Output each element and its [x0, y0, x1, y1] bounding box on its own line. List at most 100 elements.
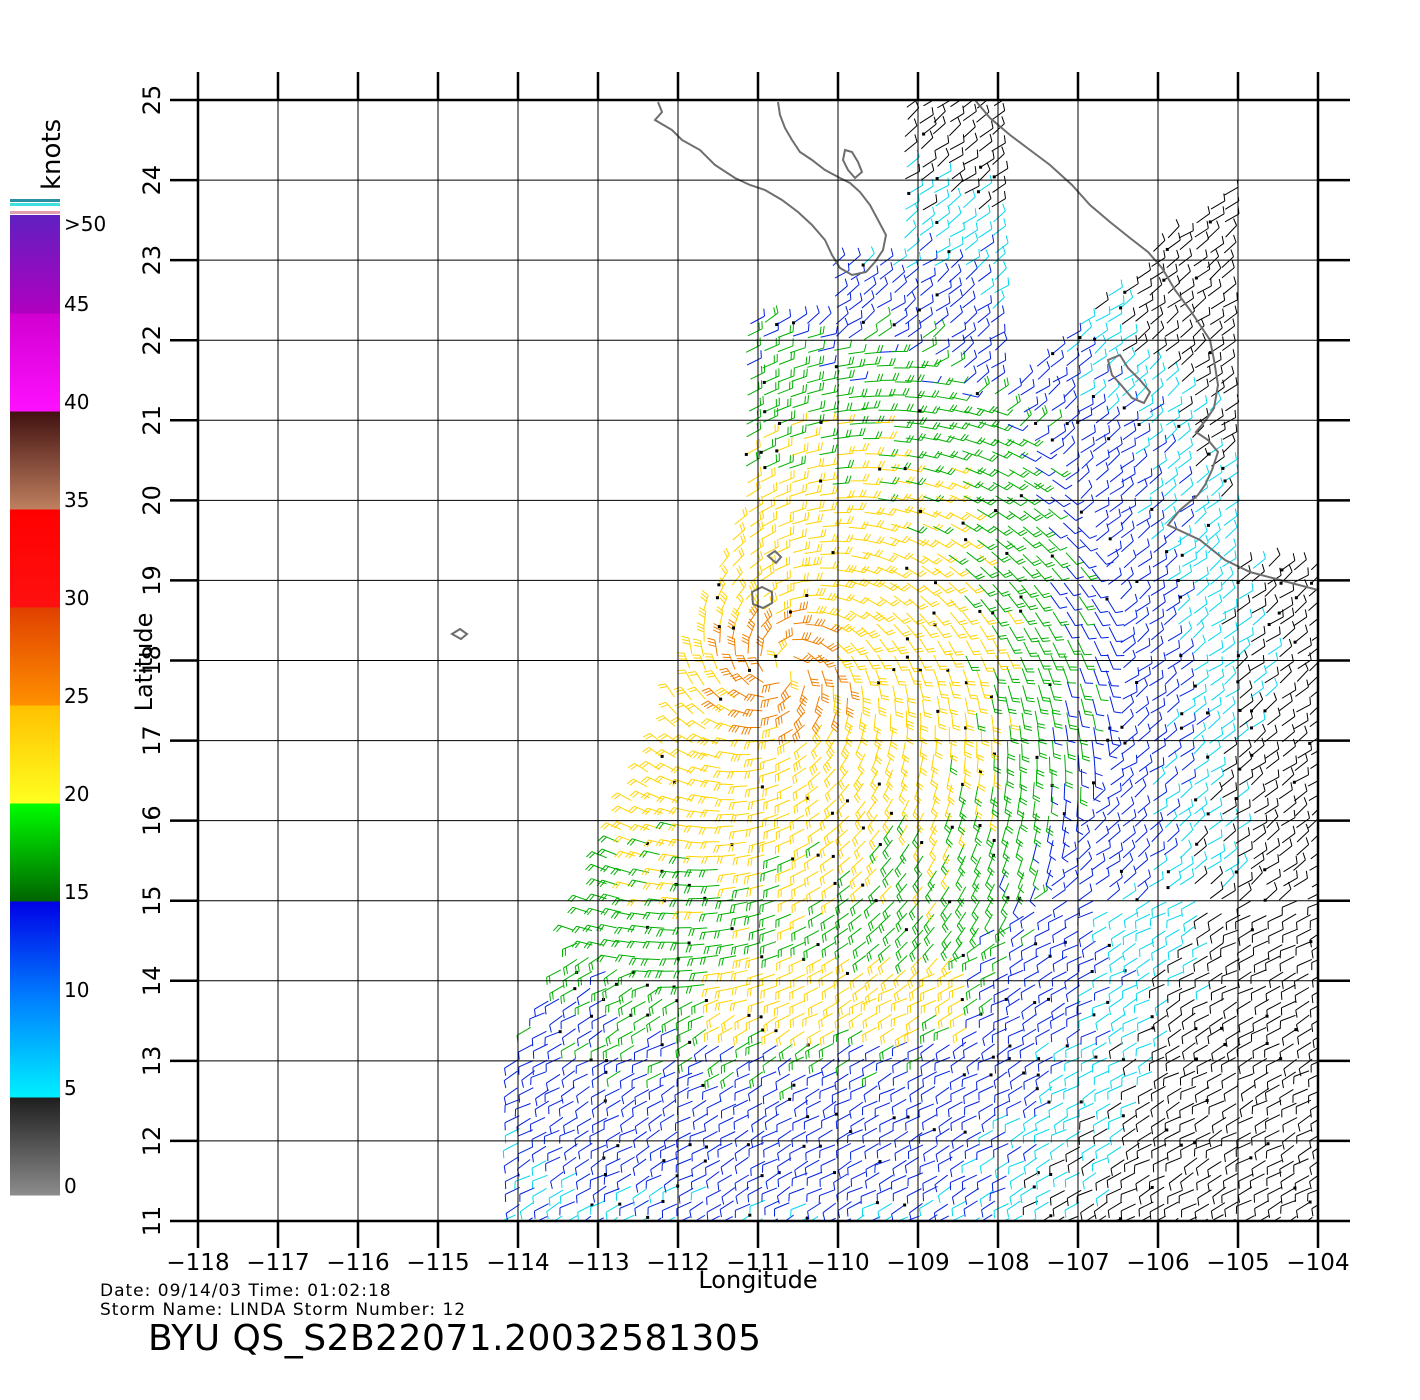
- wind-barb: [743, 673, 764, 684]
- wind-barb: [560, 987, 577, 1004]
- wind-barb: [824, 783, 837, 803]
- wind-barb: [896, 815, 906, 836]
- wind-barb: [1105, 670, 1120, 687]
- wind-barb: [978, 221, 993, 239]
- wind-barb: [1061, 842, 1069, 863]
- wind-barb: [1277, 597, 1294, 615]
- wind-barb: [1192, 721, 1207, 740]
- wind-barb: [1309, 652, 1318, 672]
- wind-barb: [743, 757, 763, 768]
- wind-barb: [1253, 1187, 1269, 1203]
- wind-barb: [906, 149, 920, 168]
- wind-barb: [1235, 1156, 1253, 1172]
- wind-barb: [940, 854, 950, 876]
- wind-barb: [1066, 956, 1082, 972]
- wind-barb: [1064, 1201, 1080, 1218]
- wind-barb: [1123, 911, 1139, 929]
- latitude-tick-label: 17: [138, 725, 166, 756]
- wind-barb: [717, 886, 736, 897]
- wind-barb: [700, 590, 709, 611]
- wind-barb: [792, 306, 808, 325]
- wind-barb: [1323, 928, 1338, 942]
- wind-barb: [976, 1174, 992, 1191]
- wind-barb: [1095, 551, 1114, 565]
- wind-barb: [1294, 1187, 1311, 1203]
- wind-barb: [878, 319, 893, 337]
- wind-barb: [778, 525, 795, 540]
- wind-barb: [1064, 1215, 1079, 1221]
- wind-barb: [807, 325, 825, 339]
- wind-barb: [1078, 555, 1097, 569]
- wind-barb: [891, 344, 911, 353]
- wind-barb: [950, 539, 972, 549]
- wind-barb: [1194, 782, 1209, 802]
- wind-barb: [1076, 999, 1093, 1014]
- wind-barb: [823, 799, 837, 818]
- wind-barb: [975, 375, 990, 396]
- wind-barb: [561, 1070, 576, 1088]
- wind-barb: [1121, 796, 1135, 815]
- wind-barb: [839, 754, 849, 776]
- wind-barb: [874, 743, 883, 765]
- wind-barb: [722, 1216, 734, 1221]
- wind-barb: [636, 1145, 650, 1164]
- wind-barb: [894, 1145, 910, 1161]
- wind-barb: [686, 810, 707, 819]
- wind-barb: [518, 1087, 534, 1103]
- wind-barb: [1107, 812, 1121, 831]
- wind-barb: [849, 972, 864, 991]
- wind-barb: [905, 655, 922, 673]
- wind-barb: [686, 957, 706, 967]
- wind-barb: [734, 1086, 751, 1101]
- wind-barb: [792, 556, 811, 569]
- wind-barb: [920, 595, 940, 608]
- wind-barb: [730, 969, 749, 982]
- wind-barb: [613, 835, 635, 844]
- wind-barb: [811, 714, 821, 735]
- wind-barb: [1238, 751, 1253, 771]
- wind-barb: [857, 753, 866, 775]
- wind-barb: [950, 350, 966, 367]
- wind-barb: [962, 290, 976, 309]
- wind-barb: [1152, 1014, 1167, 1033]
- wind-barb: [919, 1160, 936, 1175]
- wind-barb: [1153, 1128, 1169, 1147]
- wind-barb: [976, 741, 984, 762]
- colorbar-tick-label: 15: [64, 880, 89, 904]
- wind-barb: [517, 1146, 533, 1162]
- wind-barb: [901, 799, 910, 821]
- wind-barb: [761, 523, 777, 540]
- wind-barb: [1326, 985, 1340, 1001]
- wind-barb: [1208, 640, 1224, 657]
- wind-barb: [832, 247, 846, 266]
- wind-barb: [1152, 1157, 1168, 1173]
- wind-barb: [518, 1044, 533, 1060]
- wind-barb: [1164, 837, 1178, 856]
- wind-barb: [1050, 496, 1071, 508]
- wind-barb: [775, 598, 792, 614]
- wind-barb: [1050, 554, 1071, 569]
- wind-barb: [979, 1190, 995, 1207]
- wind-barb: [1265, 985, 1281, 1002]
- wind-barb: [921, 624, 940, 639]
- wind-barb: [920, 1028, 936, 1044]
- wind-barb: [850, 1145, 866, 1160]
- wind-barb: [1008, 481, 1029, 491]
- wind-barb: [807, 472, 826, 484]
- wind-barb: [1023, 971, 1039, 987]
- wind-barb: [735, 655, 752, 672]
- wind-barb: [1325, 855, 1338, 871]
- wind-barb: [1238, 627, 1254, 643]
- wind-barb: [1251, 625, 1266, 643]
- wind-barb: [731, 983, 749, 996]
- wind-barb: [1281, 825, 1296, 844]
- wind-barb: [1295, 679, 1309, 697]
- longitude-tick-label: −104: [1286, 1250, 1349, 1276]
- wind-barb: [1121, 307, 1136, 325]
- wind-barb: [955, 927, 966, 948]
- wind-barb: [896, 900, 908, 921]
- wind-barb: [654, 775, 677, 784]
- wind-barb: [1280, 654, 1294, 672]
- wind-barb: [1238, 1057, 1253, 1075]
- wind-barb: [980, 957, 996, 972]
